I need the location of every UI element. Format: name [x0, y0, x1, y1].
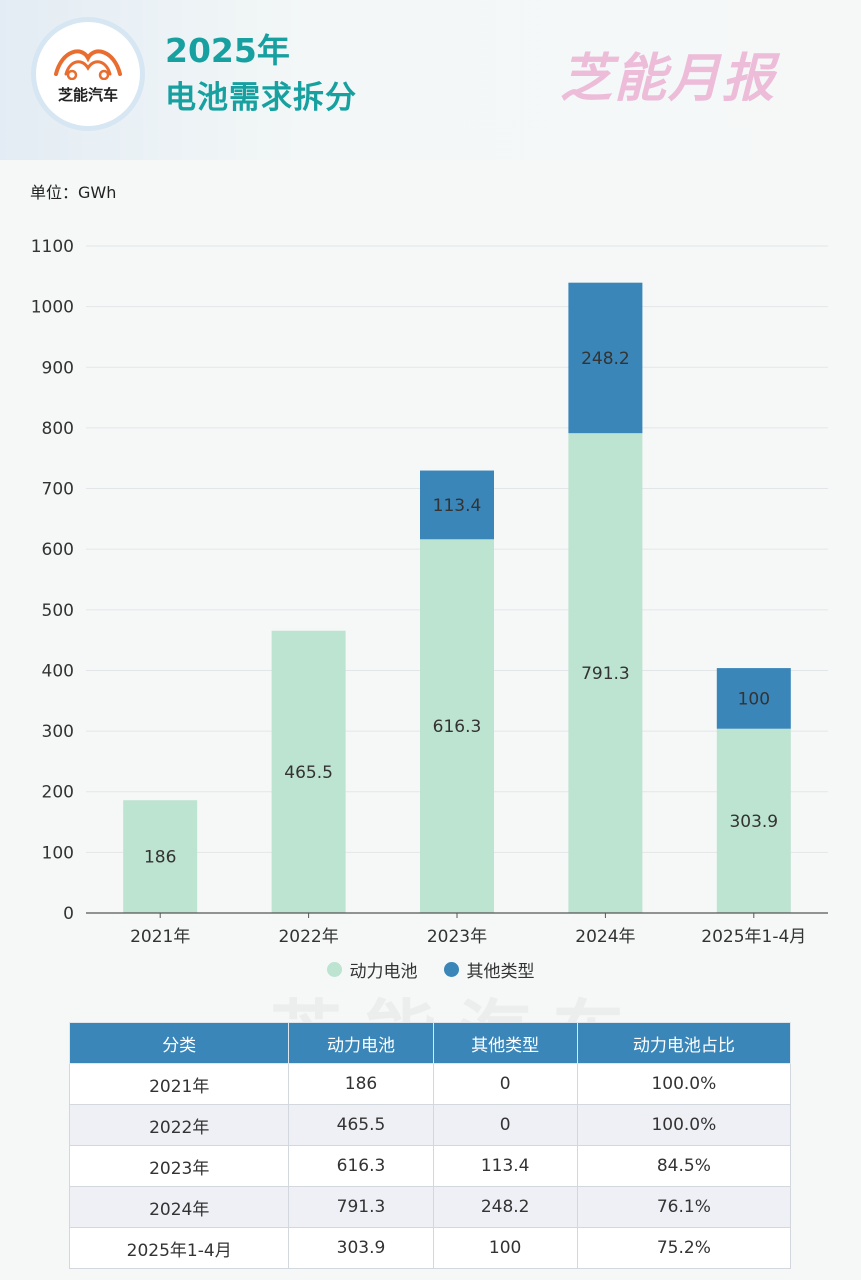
- y-tick-label: 400: [42, 661, 74, 681]
- table-header-cell: 动力电池: [288, 1022, 434, 1064]
- data-label: 248.2: [581, 349, 630, 369]
- header-band: [0, 0, 861, 160]
- y-tick-label: 0: [63, 904, 74, 924]
- legend-label-power: 动力电池: [349, 962, 418, 982]
- bar-power-battery: [420, 539, 494, 913]
- data-label: 303.9: [729, 812, 778, 832]
- table-cell: 2022年: [68, 1104, 290, 1146]
- car-logo-icon: [54, 49, 122, 80]
- table-cell: 616.3: [288, 1145, 434, 1187]
- bar-other-type: [420, 470, 494, 540]
- table-row: 2025年1-4月 303.9 100 75.2%: [68, 1227, 792, 1269]
- y-tick-label: 200: [42, 783, 74, 803]
- table-cell: 2024年: [68, 1186, 290, 1228]
- legend-label-other: 其他类型: [466, 962, 535, 982]
- x-tick-label: 2025年1-4月: [701, 927, 806, 947]
- table-row: 2023年 616.3 113.4 84.5%: [68, 1145, 792, 1187]
- x-tick-label: 2022年: [278, 927, 338, 947]
- table-header-row: 分类 动力电池 其他类型 动力电池占比: [68, 1022, 792, 1064]
- data-table: 分类 动力电池 其他类型 动力电池占比 2021年 186 0 100.0% 2…: [68, 1022, 792, 1269]
- table-row: 2024年 791.3 248.2 76.1%: [68, 1186, 792, 1228]
- page-title-year: 2025年: [165, 31, 290, 70]
- table-header-cell: 分类: [68, 1022, 290, 1064]
- table-cell: 0: [432, 1063, 578, 1105]
- y-tick-label: 100: [42, 843, 74, 863]
- table-cell: 186: [288, 1063, 434, 1105]
- bar-power-battery: [123, 800, 198, 913]
- y-tick-label: 500: [42, 601, 74, 621]
- table-cell: 100.0%: [576, 1063, 792, 1105]
- data-label: 791.3: [581, 664, 630, 684]
- table-cell: 100.0%: [576, 1104, 792, 1146]
- table-cell: 0: [432, 1104, 578, 1146]
- bar-chart: 0 100 200 300 400 500 600 700 800 900 1000 1100 186 2…: [31, 237, 828, 947]
- brand-logo: 芝能月报: [560, 49, 777, 109]
- legend-item-other: 其他类型: [443, 957, 535, 982]
- bar-other-type: [568, 282, 643, 434]
- data-label: 113.4: [433, 496, 482, 516]
- logo-text: 芝能汽车: [57, 86, 118, 104]
- table-cell: 100: [432, 1227, 578, 1269]
- table-cell: 248.2: [432, 1186, 578, 1228]
- bar-power-battery: [271, 630, 346, 913]
- table-cell: 2021年: [68, 1063, 290, 1105]
- page-title: 电池需求拆分: [165, 80, 357, 116]
- legend-swatch-power: [326, 962, 342, 977]
- table-cell: 84.5%: [576, 1145, 792, 1187]
- data-label: 616.3: [433, 717, 482, 737]
- bar-power-battery: [568, 433, 643, 913]
- data-label: 100: [738, 689, 770, 709]
- y-tick-label: 700: [42, 480, 74, 500]
- logo: 芝能汽车: [36, 22, 140, 126]
- table-header-cell: 其他类型: [432, 1022, 578, 1064]
- table-cell: 75.2%: [576, 1227, 792, 1269]
- y-tick-label: 1000: [31, 298, 74, 318]
- x-tick-label: 2023年: [427, 927, 487, 947]
- table-cell: 2023年: [68, 1145, 290, 1187]
- legend-swatch-other: [443, 962, 459, 977]
- bar-power-battery: [716, 728, 791, 913]
- table-row: 2022年 465.5 0 100.0%: [68, 1104, 792, 1146]
- data-label: 186: [144, 848, 176, 868]
- bar-other-type: [716, 668, 791, 729]
- y-tick-label: 300: [42, 722, 74, 742]
- chart-legend: 动力电池 其他类型: [0, 957, 861, 982]
- y-tick-label: 1100: [31, 237, 74, 257]
- legend-item-power: 动力电池: [326, 957, 418, 982]
- table-header-cell: 动力电池占比: [576, 1022, 792, 1064]
- table-cell: 303.9: [288, 1227, 434, 1269]
- table-cell: 791.3: [288, 1186, 434, 1228]
- unit-label: 单位：GWh: [30, 183, 117, 202]
- table-cell: 76.1%: [576, 1186, 792, 1228]
- table-row: 2021年 186 0 100.0%: [68, 1063, 792, 1105]
- y-tick-label: 800: [42, 419, 74, 439]
- x-tick-label: 2024年: [575, 927, 635, 947]
- x-tick-label: 2021年: [130, 927, 190, 947]
- table-cell: 2025年1-4月: [68, 1227, 290, 1269]
- table-cell: 465.5: [288, 1104, 434, 1146]
- data-label: 465.5: [284, 763, 333, 783]
- y-tick-label: 600: [42, 540, 74, 560]
- y-tick-label: 900: [42, 358, 74, 378]
- table-cell: 113.4: [432, 1145, 578, 1187]
